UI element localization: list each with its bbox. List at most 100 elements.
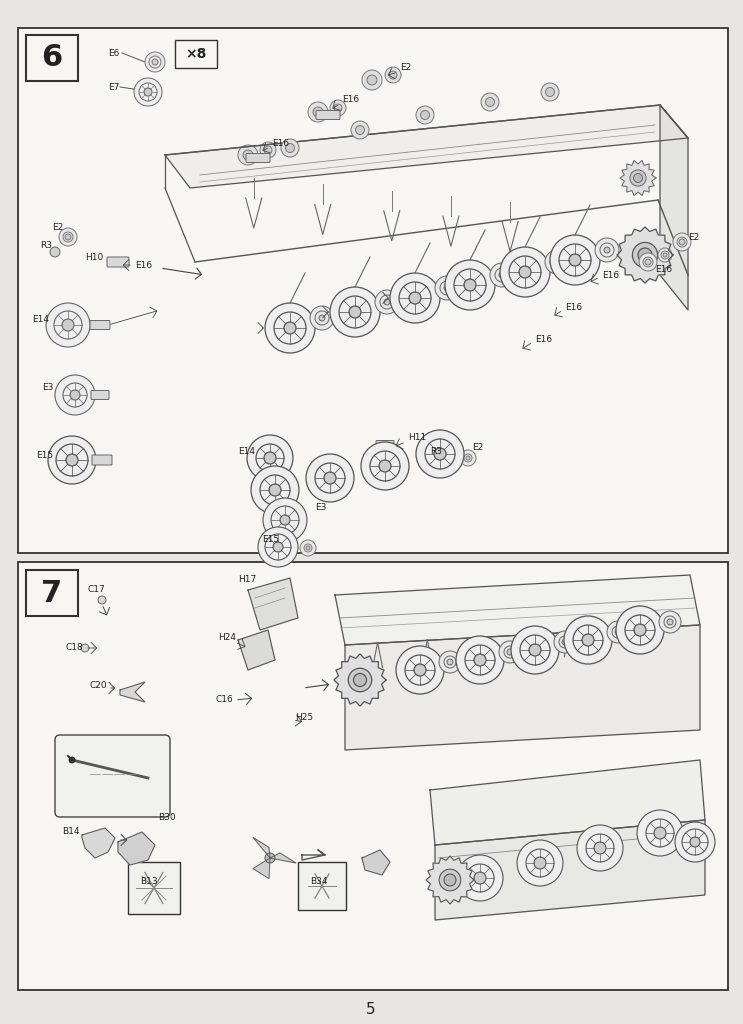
Circle shape	[569, 254, 581, 266]
Circle shape	[390, 273, 440, 323]
Circle shape	[70, 390, 80, 400]
Text: E16: E16	[272, 138, 289, 147]
Text: B13: B13	[140, 878, 158, 887]
Bar	[90, 768, 100, 786]
Polygon shape	[334, 654, 386, 706]
Circle shape	[310, 306, 334, 330]
Text: ×8: ×8	[185, 47, 207, 61]
Bar	[102, 768, 112, 786]
Circle shape	[280, 515, 290, 525]
Circle shape	[690, 837, 700, 847]
Circle shape	[667, 618, 673, 625]
Circle shape	[481, 93, 499, 111]
Circle shape	[285, 143, 294, 153]
Bar	[26, 570, 78, 616]
Circle shape	[562, 639, 568, 645]
Circle shape	[466, 456, 470, 460]
Circle shape	[434, 449, 446, 460]
Circle shape	[607, 621, 629, 643]
Circle shape	[499, 272, 505, 278]
Circle shape	[595, 238, 619, 262]
Text: E2: E2	[688, 233, 699, 243]
Circle shape	[300, 540, 316, 556]
FancyBboxPatch shape	[90, 321, 110, 330]
Circle shape	[639, 253, 657, 271]
Circle shape	[306, 454, 354, 502]
Circle shape	[534, 857, 546, 869]
Text: 6: 6	[42, 43, 62, 73]
Circle shape	[541, 83, 559, 101]
Text: E16: E16	[135, 260, 152, 269]
Circle shape	[334, 104, 342, 112]
Circle shape	[554, 259, 560, 265]
Circle shape	[361, 442, 409, 490]
FancyBboxPatch shape	[246, 154, 270, 163]
Circle shape	[517, 840, 563, 886]
Text: B30: B30	[158, 813, 175, 822]
Circle shape	[511, 626, 559, 674]
Circle shape	[251, 466, 299, 514]
Circle shape	[444, 874, 456, 886]
FancyBboxPatch shape	[92, 455, 112, 465]
Circle shape	[348, 669, 372, 691]
Circle shape	[134, 78, 162, 106]
Circle shape	[351, 121, 369, 139]
FancyBboxPatch shape	[91, 390, 109, 399]
Circle shape	[634, 173, 643, 182]
Polygon shape	[118, 831, 155, 865]
FancyBboxPatch shape	[107, 257, 129, 267]
Text: E2: E2	[472, 443, 483, 453]
Circle shape	[385, 67, 401, 83]
Circle shape	[638, 248, 652, 262]
Text: E14: E14	[238, 447, 255, 457]
Circle shape	[663, 253, 667, 257]
Circle shape	[637, 810, 683, 856]
Text: E6: E6	[108, 48, 120, 57]
Text: E14: E14	[32, 315, 49, 325]
Polygon shape	[362, 850, 390, 874]
Circle shape	[658, 248, 672, 262]
Circle shape	[444, 285, 450, 291]
Circle shape	[675, 822, 715, 862]
Text: 5: 5	[366, 1002, 376, 1018]
Bar	[114, 768, 124, 786]
Circle shape	[264, 146, 272, 154]
Circle shape	[319, 315, 325, 321]
Text: R3: R3	[430, 447, 442, 457]
Circle shape	[439, 869, 461, 891]
Circle shape	[144, 88, 152, 96]
Polygon shape	[302, 850, 325, 860]
Circle shape	[59, 228, 77, 246]
Text: E2: E2	[400, 63, 411, 73]
Bar	[126, 768, 136, 786]
Text: H24: H24	[218, 634, 236, 642]
Circle shape	[659, 611, 681, 633]
Text: H25: H25	[295, 714, 313, 723]
Circle shape	[284, 322, 296, 334]
Bar	[128, 862, 180, 914]
Circle shape	[46, 303, 90, 347]
Polygon shape	[253, 838, 270, 858]
Circle shape	[460, 450, 476, 466]
Circle shape	[594, 842, 606, 854]
FancyBboxPatch shape	[376, 440, 394, 450]
Circle shape	[389, 71, 397, 79]
Text: 7: 7	[42, 579, 62, 607]
Text: E3: E3	[42, 384, 53, 392]
Circle shape	[421, 111, 429, 120]
Polygon shape	[426, 856, 474, 904]
Circle shape	[330, 287, 380, 337]
Polygon shape	[660, 105, 688, 310]
Polygon shape	[345, 625, 700, 750]
Text: E16: E16	[535, 336, 552, 344]
Circle shape	[81, 644, 89, 652]
Circle shape	[48, 436, 96, 484]
Circle shape	[145, 52, 165, 72]
Circle shape	[308, 102, 328, 122]
Text: H10: H10	[85, 254, 103, 262]
Circle shape	[414, 664, 426, 676]
Circle shape	[355, 126, 365, 134]
Polygon shape	[617, 227, 673, 283]
Circle shape	[545, 87, 554, 96]
Circle shape	[384, 299, 390, 305]
